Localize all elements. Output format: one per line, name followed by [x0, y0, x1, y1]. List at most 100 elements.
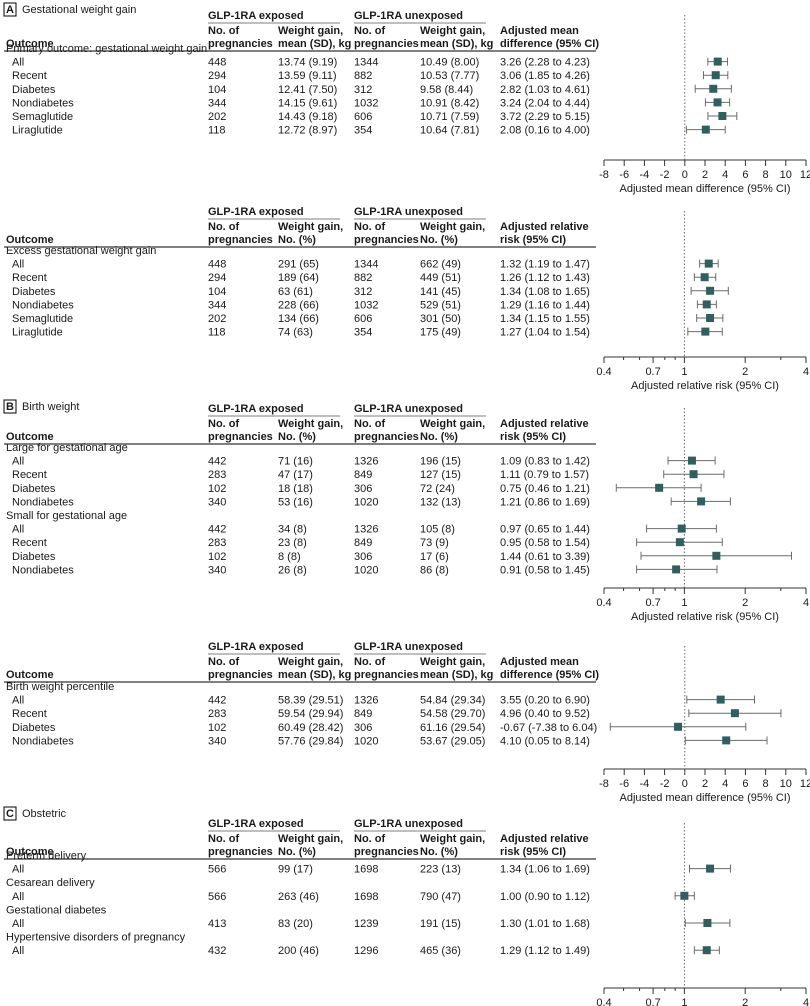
exposed-n: 340 [208, 496, 226, 508]
exposed-n: 448 [208, 259, 226, 271]
point-estimate [674, 722, 683, 731]
point-estimate [704, 259, 713, 268]
row-label: Liraglutide [12, 327, 63, 339]
effect-estimate: 3.55 (0.20 to 6.90) [500, 695, 590, 707]
header-effect: Adjusted mean [500, 656, 579, 668]
header-weight-gain: Weight gain, [420, 25, 485, 37]
effect-estimate: 1.32 (1.19 to 1.47) [500, 259, 590, 271]
header-pregnancies: No. of [208, 221, 239, 233]
exposed-value: 14.15 (9.61) [278, 97, 337, 109]
x-tick-label: -8 [599, 778, 609, 790]
x-tick-label: 1 [681, 366, 687, 378]
x-tick-label: 1 [681, 597, 687, 609]
header-outcome: Outcome [6, 234, 54, 246]
header-weight-gain: Weight gain, [420, 418, 485, 430]
effect-estimate: 3.06 (1.85 to 4.26) [500, 70, 590, 82]
unexposed-value: 790 (47) [420, 891, 461, 903]
point-estimate [722, 736, 731, 745]
x-tick-label: 0.7 [645, 597, 660, 609]
header-effect: difference (95% CI) [500, 38, 599, 50]
exposed-value: 74 (63) [278, 327, 313, 339]
group-label: Birth weight percentile [6, 681, 114, 693]
exposed-value: 189 (64) [278, 272, 319, 284]
point-estimate [697, 497, 706, 506]
exposed-n: 344 [208, 299, 226, 311]
unexposed-value: 73 (9) [420, 537, 449, 549]
effect-estimate: 1.34 (1.08 to 1.65) [500, 286, 590, 298]
unexposed-value: 196 (15) [420, 456, 461, 468]
unexposed-n: 849 [354, 708, 372, 720]
effect-estimate: 4.10 (0.05 to 8.14) [500, 735, 590, 747]
x-tick-label: 0 [682, 778, 688, 790]
group-label: Primary outcome: gestational weight gain [6, 43, 207, 55]
unexposed-value: 141 (45) [420, 286, 461, 298]
unexposed-value: 175 (49) [420, 327, 461, 339]
unexposed-n: 312 [354, 286, 372, 298]
row-label: Diabetes [12, 483, 56, 495]
exposed-n: 104 [208, 286, 226, 298]
exposed-n: 104 [208, 84, 226, 96]
x-tick-label: -2 [660, 169, 670, 181]
unexposed-value: 17 (6) [420, 551, 449, 563]
unexposed-n: 354 [354, 125, 372, 137]
unexposed-value: 105 (8) [420, 524, 455, 536]
exposed-n: 566 [208, 864, 226, 876]
header-outcome: Outcome [6, 669, 54, 681]
unexposed-n: 882 [354, 272, 372, 284]
unexposed-n: 1698 [354, 864, 378, 876]
header-unexposed: GLP-1RA unexposed [354, 10, 463, 22]
x-tick-label: 2 [702, 169, 708, 181]
forest-block: GLP-1RA exposed GLP-1RA unexposed No. of We… [4, 206, 809, 392]
header-pregnancies: No. of [354, 418, 385, 430]
x-tick-label: -6 [619, 778, 629, 790]
point-estimate [713, 98, 722, 107]
header-weight-gain: Weight gain, [278, 418, 343, 430]
header-weight-gain: mean (SD), kg [278, 38, 351, 50]
point-estimate [713, 57, 722, 66]
x-tick-label: 2 [742, 997, 748, 1006]
panel-badge [3, 806, 17, 821]
x-tick-label: 4 [803, 366, 809, 378]
header-pregnancies: pregnancies [208, 234, 273, 246]
unexposed-value: 449 (51) [420, 272, 461, 284]
header-weight-gain: Weight gain, [420, 833, 485, 845]
row-label: Diabetes [12, 286, 56, 298]
unexposed-value: 301 (50) [420, 313, 461, 325]
header-pregnancies: No. of [208, 833, 239, 845]
effect-estimate: 1.29 (1.16 to 1.44) [500, 299, 590, 311]
unexposed-value: 54.84 (29.34) [420, 695, 485, 707]
x-tick-label: 4 [722, 169, 728, 181]
x-tick-label: 6 [742, 778, 748, 790]
effect-estimate: 1.27 (1.04 to 1.54) [500, 327, 590, 339]
effect-estimate: 1.09 (0.83 to 1.42) [500, 456, 590, 468]
unexposed-n: 849 [354, 469, 372, 481]
row-label: Nondiabetes [12, 97, 74, 109]
unexposed-n: 1239 [354, 918, 378, 930]
exposed-n: 442 [208, 456, 226, 468]
row-label: All [12, 259, 24, 271]
row-label: All [12, 456, 24, 468]
x-tick-label: 12 [800, 778, 810, 790]
effect-estimate: 0.97 (0.65 to 1.44) [500, 524, 590, 536]
x-tick-label: 0.4 [596, 366, 611, 378]
exposed-value: 12.41 (7.50) [278, 84, 337, 96]
effect-estimate: 3.26 (2.28 to 4.23) [500, 57, 590, 69]
x-tick-label: 10 [780, 169, 792, 181]
row-label: Recent [12, 537, 47, 549]
unexposed-value: 53.67 (29.05) [420, 735, 485, 747]
x-tick-label: 4 [722, 778, 728, 790]
forest-block: C Obstetric GLP-1RA exposed GLP-1RA unexpos… [3, 806, 809, 1006]
header-outcome: Outcome [6, 846, 54, 858]
exposed-n: 118 [208, 125, 226, 137]
unexposed-n: 306 [354, 722, 372, 734]
header-pregnancies: No. of [208, 418, 239, 430]
row-label: Nondiabetes [12, 735, 74, 747]
row-label: Liraglutide [12, 125, 63, 137]
exposed-value: 47 (17) [278, 469, 313, 481]
exposed-n: 294 [208, 70, 226, 82]
panel-badge [3, 399, 17, 414]
header-weight-gain: mean (SD), kg [278, 669, 351, 681]
header-effect: Adjusted relative [500, 833, 589, 845]
unexposed-value: 662 (49) [420, 259, 461, 271]
header-weight-gain: No. (%) [420, 846, 458, 858]
